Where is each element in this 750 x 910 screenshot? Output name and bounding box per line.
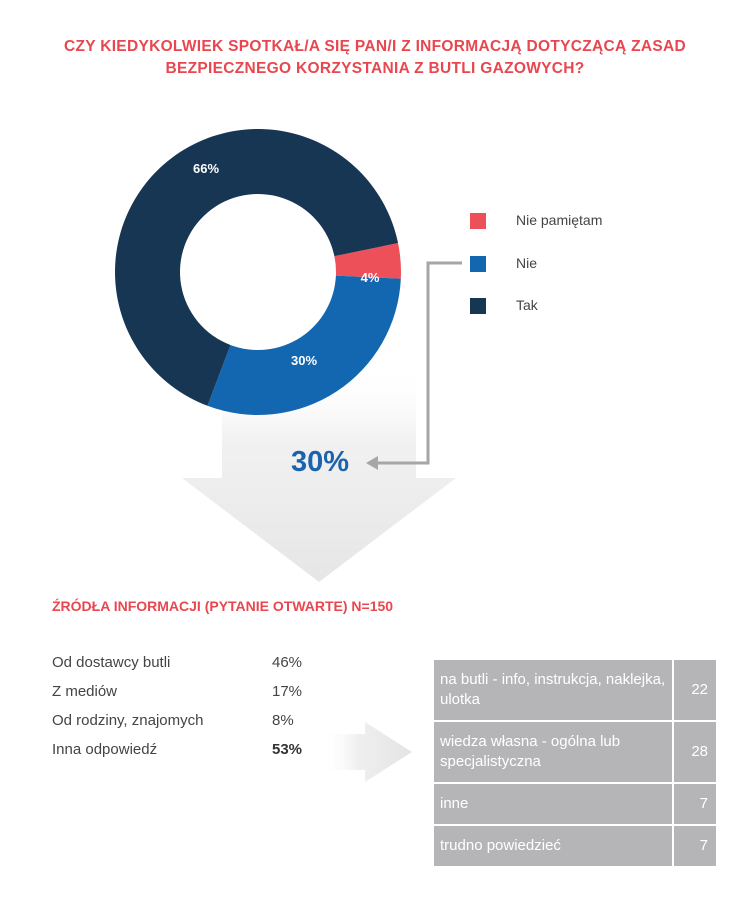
chart-title-line-2: BEZPIECZNEGO KORZYSTANIA Z BUTLI GAZOWYC… [165, 60, 585, 77]
legend-label: Nie pamiętam [516, 212, 603, 228]
legend-swatch [470, 213, 486, 229]
table-row: wiedza własna - ogólna lub specjalistycz… [432, 720, 718, 784]
table-cell-label: na butli - info, instrukcja, naklejka, u… [432, 658, 674, 722]
legend-swatch [470, 298, 486, 314]
chart-title-line-1: CZY KIEDYKOLWIEK SPOTKAŁ/A SIĘ PAN/I Z I… [63, 38, 686, 55]
legend-label: Nie [516, 255, 538, 271]
small-right-arrow [322, 722, 412, 782]
table-cell-label: wiedza własna - ogólna lub specjalistycz… [432, 720, 674, 784]
sources-title: ŹRÓDŁA INFORMACJI (PYTANIE OTWARTE) N=15… [52, 598, 394, 614]
big-down-arrow [182, 365, 456, 582]
slice-value-label: 66% [193, 161, 219, 176]
slice-value-label: 30% [291, 353, 317, 368]
table-cell-count: 7 [672, 782, 718, 826]
highlight-percentage: 30% [290, 446, 350, 478]
table-cell-count: 22 [672, 658, 718, 722]
legend-label: Tak [516, 297, 538, 313]
legend-swatch [470, 256, 486, 272]
source-value: 8% [272, 712, 294, 729]
source-label: Od rodziny, znajomych [52, 712, 204, 729]
source-label: Od dostawcy butli [52, 654, 171, 671]
source-row: Z mediów 17% [52, 683, 322, 711]
legend-item-tak: Tak [470, 295, 670, 317]
legend-item-nie-pamietam: Nie pamiętam [470, 210, 670, 232]
source-value: 17% [272, 683, 303, 700]
source-value: 53% [272, 741, 303, 758]
source-label: Inna odpowiedź [52, 741, 158, 758]
table-cell-label: trudno powiedzieć [432, 824, 674, 868]
table-cell-count: 28 [672, 720, 718, 784]
connector-arrowhead [366, 456, 378, 470]
source-label: Z mediów [52, 683, 118, 700]
slice-value-label: 4% [361, 270, 380, 285]
table-row: na butli - info, instrukcja, naklejka, u… [432, 658, 718, 722]
chart-title: CZY KIEDYKOLWIEK SPOTKAŁ/A SIĘ PAN/I Z I… [0, 36, 750, 80]
legend-item-nie: Nie [470, 253, 670, 275]
donut-slice-nie [207, 275, 401, 415]
source-row: Inna odpowiedź 53% [52, 741, 322, 769]
donut-slice-nie-pamiętam [334, 243, 401, 279]
other-answers-table: na butli - info, instrukcja, naklejka, u… [432, 658, 718, 868]
source-value: 46% [272, 654, 303, 671]
source-row: Od rodziny, znajomych 8% [52, 712, 322, 740]
table-cell-label: inne [432, 782, 674, 826]
source-row: Od dostawcy butli 46% [52, 654, 322, 682]
table-row: trudno powiedzieć 7 [432, 824, 718, 868]
connector-line [374, 261, 462, 465]
table-cell-count: 7 [672, 824, 718, 868]
table-row: inne 7 [432, 782, 718, 826]
donut-slice-tak [114, 128, 399, 406]
